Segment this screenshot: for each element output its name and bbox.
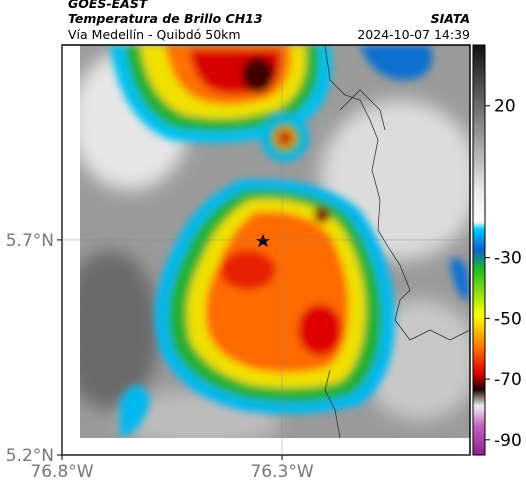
colorbar-tick-label: -70 bbox=[494, 370, 522, 390]
x-tick-label: 76.8°W bbox=[30, 462, 93, 482]
colorbar bbox=[472, 44, 486, 456]
colorbar-tick-label: -30 bbox=[494, 249, 522, 269]
y-tick-label: 5.7°N bbox=[6, 231, 54, 251]
colorbar-tick-label: -50 bbox=[494, 309, 522, 329]
datetime: 2024-10-07 14:39 bbox=[357, 27, 470, 42]
x-tick-label: 76.3°W bbox=[250, 462, 313, 482]
subtitle: Vía Medellín - Quibdó 50km bbox=[68, 27, 241, 42]
satellite-image bbox=[80, 45, 470, 438]
colorbar-tick-label: -90 bbox=[494, 431, 522, 451]
title: Temperatura de Brillo CH13 bbox=[68, 11, 263, 26]
org: SIATA bbox=[431, 11, 470, 26]
y-tick-label: 5.2°N bbox=[6, 446, 54, 466]
colorbar-tick-label: 20 bbox=[494, 97, 516, 117]
source: GOES-EAST bbox=[68, 0, 149, 11]
